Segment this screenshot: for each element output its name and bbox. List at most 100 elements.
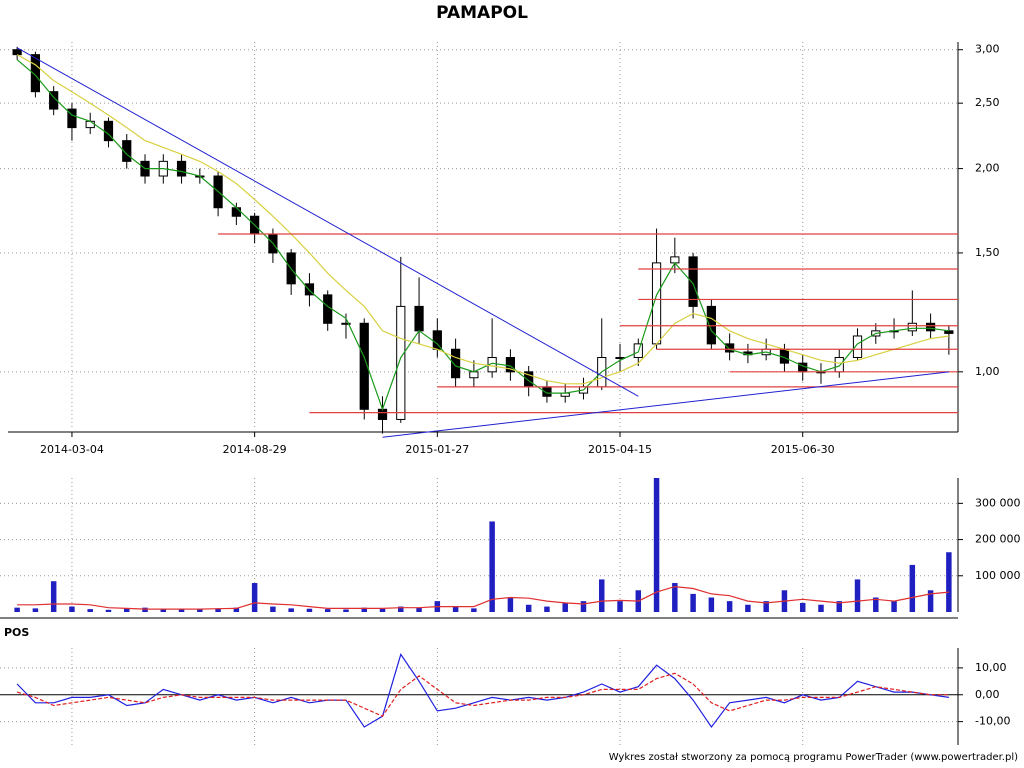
volume-bar	[818, 604, 824, 612]
volume-bar	[288, 608, 294, 612]
candle-body	[505, 357, 516, 373]
footer: Wykres został stworzony za pomocą progra…	[609, 752, 1018, 763]
moving-average	[16, 54, 949, 385]
oscillator-line	[16, 672, 949, 717]
volume-bar	[873, 597, 879, 612]
candle-body	[122, 140, 132, 162]
candle-body	[304, 283, 315, 296]
volume-bar	[946, 552, 952, 612]
volume-bar	[306, 608, 313, 612]
volume-bar	[452, 606, 459, 612]
volume-bar	[398, 606, 404, 612]
volume-bar	[653, 478, 660, 612]
candle-body	[67, 108, 77, 129]
candle-body	[944, 330, 954, 334]
volume-bar	[617, 601, 623, 612]
candle-body	[852, 335, 863, 359]
trend-line	[382, 371, 949, 438]
volume-bar	[124, 608, 130, 612]
candle-body	[12, 49, 22, 56]
y-tick-label: 3,00	[975, 43, 1000, 56]
candle-body	[49, 91, 59, 110]
volume-bar	[471, 608, 477, 612]
candle-body	[414, 305, 424, 332]
volume-bar	[32, 608, 39, 612]
y-tick-label: 10,00	[975, 661, 1007, 674]
volume-bar	[891, 601, 897, 612]
y-tick-label: 2,50	[975, 96, 1000, 109]
volume-bar	[690, 593, 696, 612]
candle-body	[670, 256, 680, 264]
candle-body	[396, 305, 406, 420]
candle-body	[907, 322, 917, 332]
volume-bar	[14, 607, 20, 612]
volume-bar	[87, 609, 93, 612]
candle-body	[725, 343, 735, 353]
candle-body	[688, 256, 698, 307]
volume-bar	[909, 564, 916, 612]
candle-body	[450, 348, 461, 379]
volume-bar	[233, 607, 240, 612]
candle-body	[231, 207, 241, 217]
panel-title: POS	[4, 626, 29, 639]
candle-body	[341, 322, 351, 325]
volume-bar	[599, 579, 605, 612]
x-tick-label: 2014-08-29	[223, 443, 287, 456]
volume-bar	[507, 597, 514, 612]
volume-bar	[251, 583, 258, 612]
trend-line	[16, 47, 639, 397]
moving-average	[16, 59, 949, 412]
volume-bar	[215, 608, 221, 612]
volume-bar	[672, 583, 678, 612]
volume-bar	[343, 609, 349, 612]
volume-bar	[178, 609, 185, 612]
candle-body	[359, 322, 369, 410]
y-tick-label: 100 000	[975, 569, 1021, 582]
volume-bar	[763, 601, 769, 612]
candle-body	[323, 294, 333, 324]
y-tick-label: 300 000	[975, 496, 1021, 509]
volume-average	[17, 585, 949, 610]
volume-bar	[799, 602, 806, 612]
volume-bar	[379, 608, 386, 612]
volume-bar	[927, 590, 934, 612]
x-tick-label: 2014-03-04	[40, 443, 104, 456]
volume-bar	[544, 606, 550, 612]
volume-bar	[69, 606, 75, 612]
volume-bar	[525, 604, 532, 612]
candle-body	[925, 322, 936, 332]
candle-body	[85, 120, 95, 129]
x-tick-label: 2015-04-15	[588, 443, 652, 456]
volume-bar	[197, 609, 203, 612]
candle-body	[469, 371, 479, 379]
x-tick-label: 2015-01-27	[405, 443, 469, 456]
volume-bar	[324, 609, 331, 612]
oscillator-line	[16, 653, 949, 729]
candle-body	[706, 305, 716, 345]
volume-bar	[270, 606, 276, 612]
candle-body	[176, 160, 187, 177]
volume-bar	[562, 602, 568, 612]
volume-bar	[580, 601, 587, 612]
y-tick-label: -10,00	[975, 715, 1010, 728]
volume-bar	[854, 579, 861, 612]
y-tick-label: 1,00	[975, 365, 1000, 378]
volume-bar	[726, 601, 733, 612]
y-tick-label: 0,00	[975, 688, 1000, 701]
candle-body	[30, 54, 41, 93]
y-tick-label: 200 000	[975, 533, 1021, 546]
candle-body	[834, 357, 844, 373]
volume-bar	[142, 607, 148, 612]
volume-bar	[160, 608, 167, 612]
volume-bar	[745, 604, 751, 612]
volume-bar	[50, 581, 57, 612]
volume-bar	[105, 609, 112, 612]
x-tick-label: 2015-06-30	[771, 443, 835, 456]
chart-title: PAMAPOL	[436, 3, 528, 23]
volume-bar	[708, 597, 715, 612]
volume-bar	[489, 521, 495, 612]
volume-bar	[416, 607, 422, 612]
y-tick-label: 2,00	[975, 162, 1000, 175]
volume-bar	[836, 601, 842, 612]
